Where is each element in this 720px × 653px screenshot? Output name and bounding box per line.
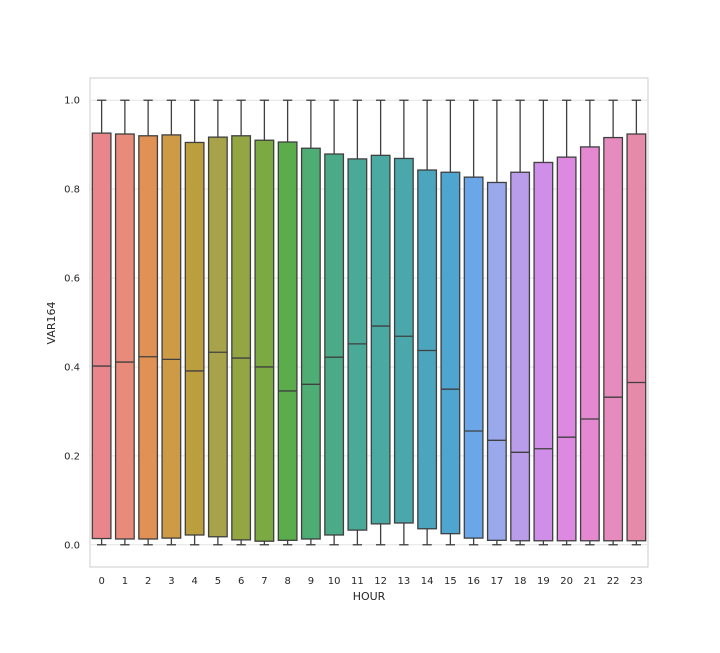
x-tick-label: 2 [145, 576, 151, 587]
x-tick-label: 11 [351, 576, 364, 587]
iqr-box [417, 169, 438, 530]
box-hour-17 [486, 99, 507, 546]
box-hour-12 [370, 99, 391, 546]
box-hour-2 [138, 99, 159, 546]
box-hour-10 [324, 99, 345, 546]
x-tick-label: 19 [537, 576, 550, 587]
x-tick-label: 14 [421, 576, 434, 587]
x-tick-label: 22 [607, 576, 620, 587]
x-tick-label: 15 [444, 576, 457, 587]
box-hour-22 [603, 99, 624, 546]
box-hour-4 [184, 99, 205, 546]
boxes [91, 99, 647, 546]
x-tick-label: 23 [630, 576, 643, 587]
x-tick-label: 5 [215, 576, 221, 587]
box-hour-21 [579, 99, 600, 546]
iqr-box [300, 147, 321, 540]
box-hour-20 [556, 99, 577, 546]
box-hour-23 [626, 99, 647, 546]
box-hour-1 [114, 99, 135, 546]
box-hour-7 [254, 99, 275, 546]
box-hour-16 [463, 99, 484, 546]
box-hour-15 [440, 99, 461, 546]
iqr-box [533, 161, 554, 542]
box-hour-13 [393, 99, 414, 546]
y-tick-label: 1.0 [64, 96, 80, 107]
y-axis-label: VAR164 [45, 302, 58, 345]
x-tick-label: 9 [308, 576, 314, 587]
iqr-box [579, 146, 600, 542]
y-tick-label: 0.2 [64, 451, 80, 462]
x-tick-label: 20 [560, 576, 573, 587]
x-tick-label: 0 [98, 576, 104, 587]
iqr-box [324, 153, 345, 536]
iqr-box [161, 134, 182, 539]
iqr-box [486, 181, 507, 541]
iqr-box [347, 158, 368, 531]
box-hour-5 [207, 99, 228, 546]
box-hour-11 [347, 99, 368, 546]
box-hour-14 [417, 99, 438, 546]
iqr-box [91, 132, 112, 540]
iqr-box [510, 171, 531, 542]
y-tick-label: 0.6 [64, 274, 80, 285]
y-tick-label: 0.4 [64, 362, 80, 373]
x-tick-label: 21 [584, 576, 597, 587]
plot-area [89, 77, 649, 568]
y-tick-label: 0.8 [64, 185, 80, 196]
box-hour-9 [300, 99, 321, 546]
x-tick-label: 3 [168, 576, 174, 587]
box-hour-6 [231, 99, 252, 546]
iqr-box [393, 157, 414, 524]
iqr-box [603, 136, 624, 542]
x-tick-label: 10 [328, 576, 341, 587]
x-tick-label: 13 [398, 576, 411, 587]
box-hour-18 [510, 99, 531, 546]
x-tick-label: 16 [467, 576, 480, 587]
iqr-box [556, 156, 577, 542]
box-hour-3 [161, 99, 182, 546]
iqr-box [114, 133, 135, 540]
y-tick-label: 0.0 [64, 540, 80, 551]
grid-lines [90, 99, 648, 546]
iqr-box [626, 133, 647, 542]
x-tick-label: 6 [238, 576, 244, 587]
y-tick-labels: 0.0 0.2 0.4 0.6 0.8 1.0 [64, 96, 80, 552]
box-hour-8 [277, 99, 298, 546]
iqr-box [277, 141, 298, 541]
x-tick-label: 7 [261, 576, 267, 587]
x-axis-label: HOUR [353, 590, 386, 603]
iqr-box [370, 154, 391, 525]
iqr-box [231, 135, 252, 541]
iqr-box [254, 139, 275, 542]
iqr-box [184, 141, 205, 536]
iqr-box [207, 136, 228, 538]
iqr-box [463, 176, 484, 539]
x-tick-label: 18 [514, 576, 527, 587]
box-hour-19 [533, 99, 554, 546]
x-tick-label: 4 [191, 576, 197, 587]
iqr-box [440, 171, 461, 535]
box-hour-0 [91, 99, 112, 546]
x-tick-label: 17 [491, 576, 504, 587]
iqr-box [138, 135, 159, 540]
x-tick-label: 8 [284, 576, 290, 587]
x-tick-labels: 0 1 2 3 4 5 6 7 8 9 10 11 12 13 14 15 16 17 18 19 20 21 22 23 [98, 576, 642, 587]
x-tick-label: 12 [374, 576, 387, 587]
x-tick-label: 1 [122, 576, 128, 587]
